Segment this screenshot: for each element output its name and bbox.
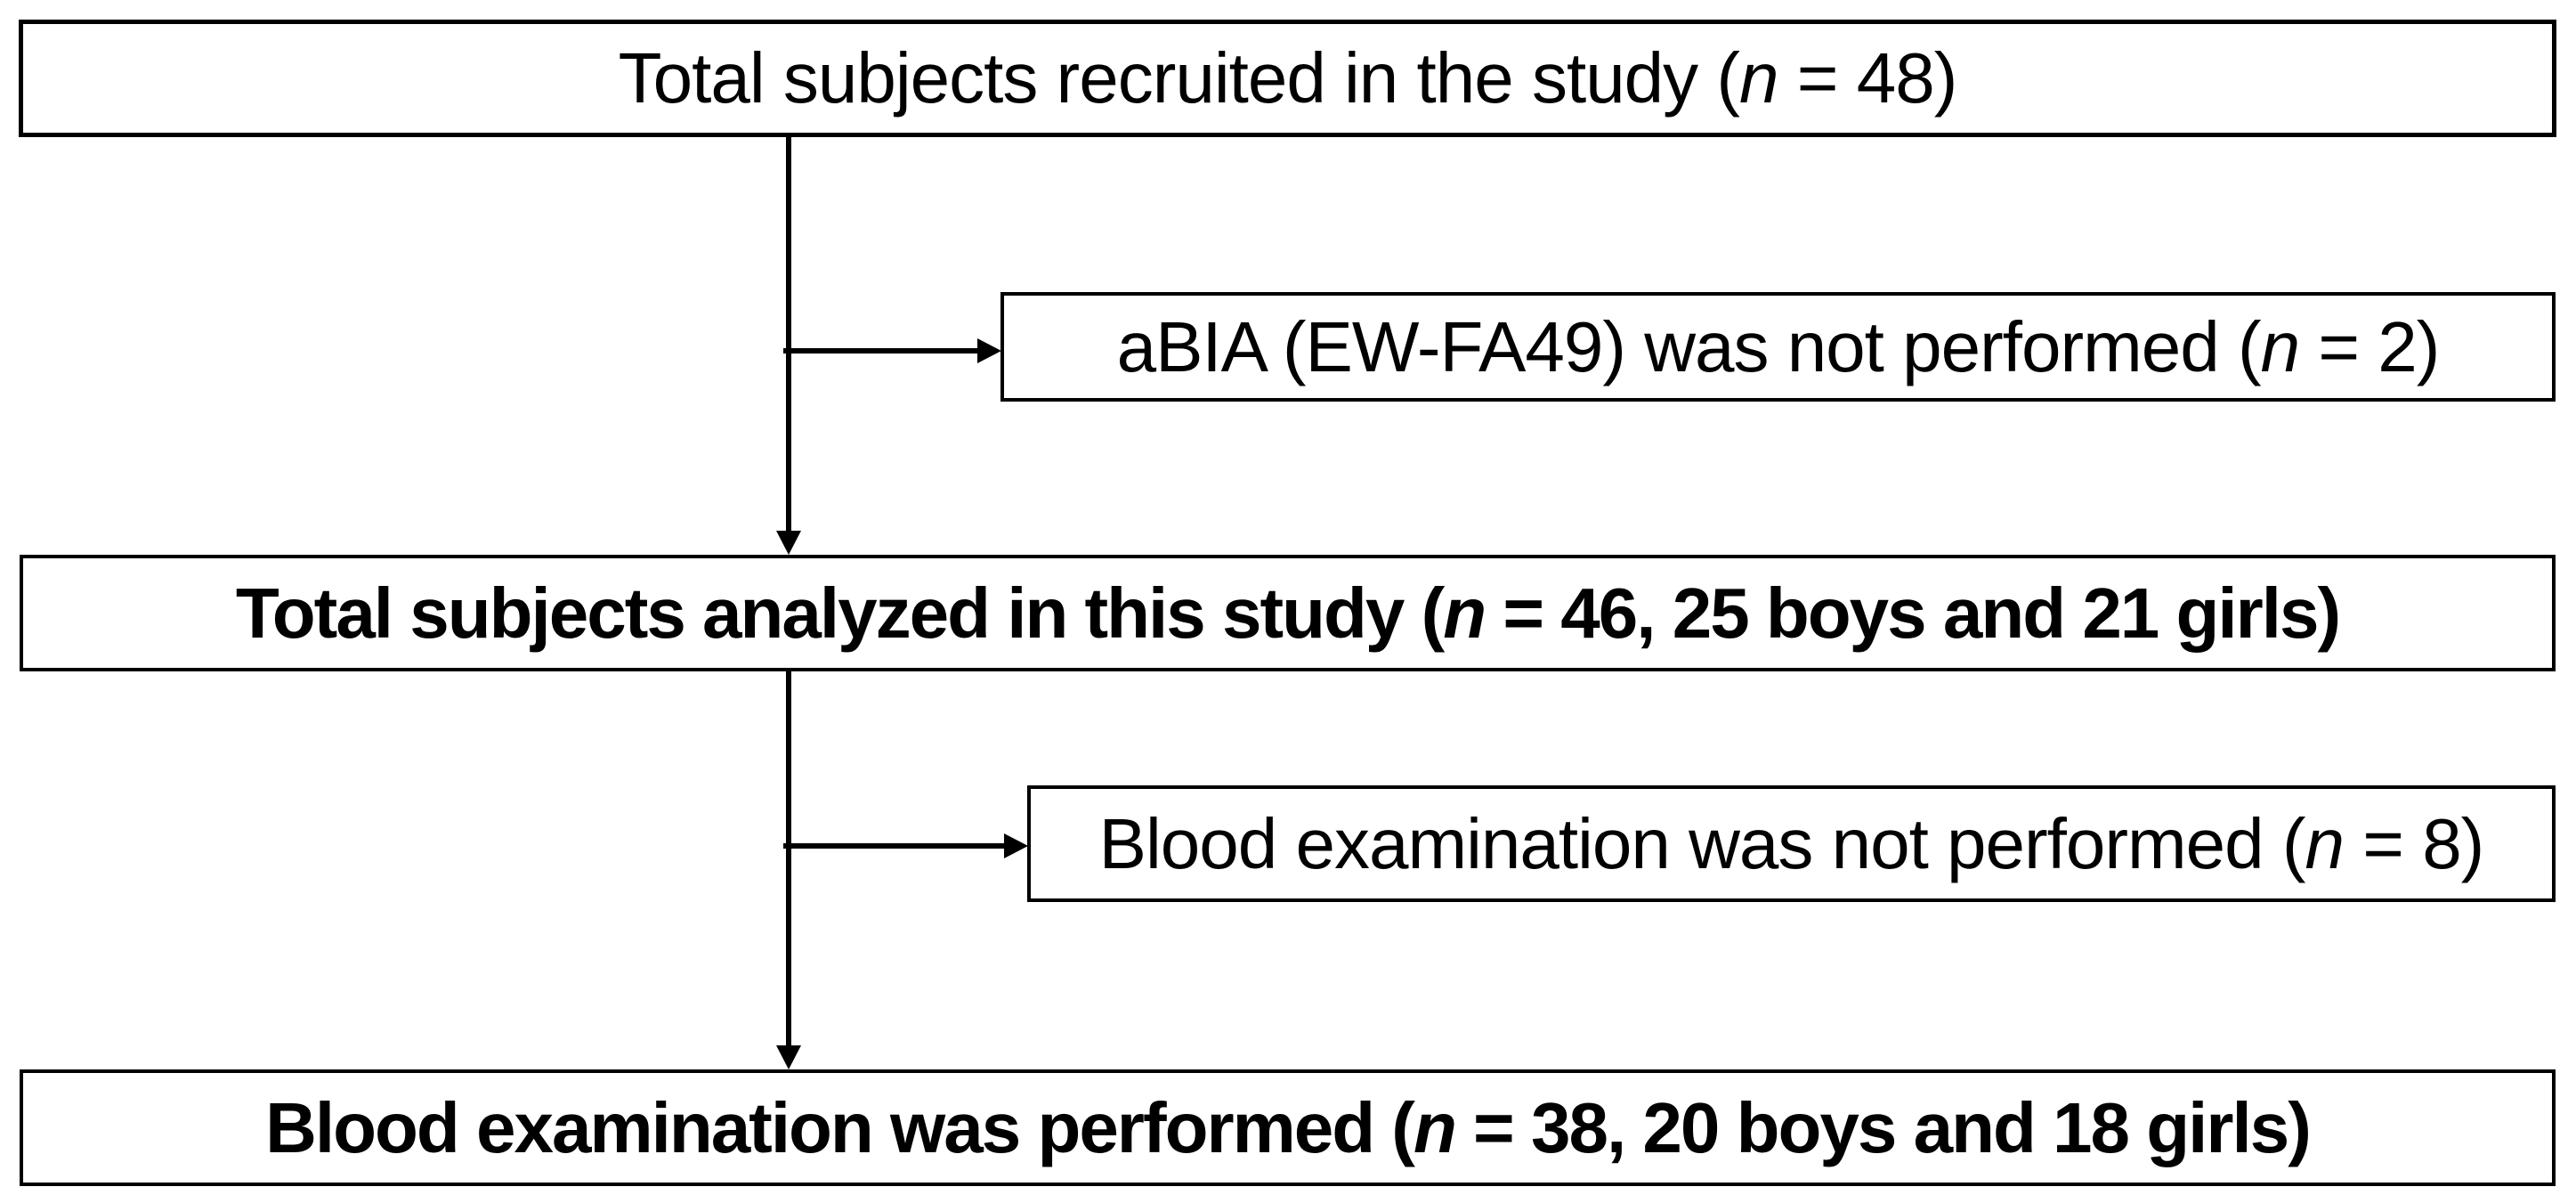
label-pre: Total subjects analyzed in this study ( xyxy=(235,573,1445,653)
label-n: n xyxy=(2260,306,2300,386)
box-total-analyzed: Total subjects analyzed in this study (n… xyxy=(20,555,2556,671)
arrow-right-head xyxy=(1004,833,1028,858)
connector-vertical-line xyxy=(786,137,791,532)
label-post: = 2) xyxy=(2299,306,2440,386)
label-post: = 46, 25 boys and 21 girls) xyxy=(1485,573,2341,653)
total-analyzed-label: Total subjects analyzed in this study (n… xyxy=(236,577,2341,649)
label-n: n xyxy=(1413,1087,1457,1167)
connector-vertical-line xyxy=(786,671,791,1047)
label-post: = 48) xyxy=(1778,38,1958,118)
label-pre: Total subjects recruited in the study ( xyxy=(618,38,1740,118)
label-n: n xyxy=(2305,803,2345,883)
label-pre: Blood examination was performed ( xyxy=(265,1087,1415,1167)
label-post: = 38, 20 boys and 18 girls) xyxy=(1454,1087,2312,1167)
label-pre: Blood examination was not performed ( xyxy=(1098,803,2306,883)
box-total-recruited: Total subjects recruited in the study (n… xyxy=(19,20,2556,137)
label-n: n xyxy=(1443,573,1486,653)
arrow-right-head xyxy=(977,338,1001,363)
blood-performed-label: Blood examination was performed (n = 38,… xyxy=(265,1092,2312,1164)
arrow-down-head xyxy=(776,531,801,555)
box-abia-not-performed: aBIA (EW-FA49) was not performed (n = 2) xyxy=(1000,292,2556,402)
label-pre: aBIA (EW-FA49) was not performed ( xyxy=(1116,306,2262,386)
connector-horizontal-line xyxy=(783,348,979,354)
box-blood-not-performed: Blood examination was not performed (n =… xyxy=(1027,785,2556,902)
box-blood-performed: Blood examination was performed (n = 38,… xyxy=(20,1069,2556,1186)
label-n: n xyxy=(1739,38,1778,118)
label-post: = 8) xyxy=(2344,803,2484,883)
connector-horizontal-line xyxy=(783,843,1006,849)
abia-not-performed-label: aBIA (EW-FA49) was not performed (n = 2) xyxy=(1117,311,2441,383)
blood-not-performed-label: Blood examination was not performed (n =… xyxy=(1099,808,2485,880)
arrow-down-head xyxy=(776,1045,801,1069)
total-recruited-label: Total subjects recruited in the study (n… xyxy=(619,43,1958,114)
